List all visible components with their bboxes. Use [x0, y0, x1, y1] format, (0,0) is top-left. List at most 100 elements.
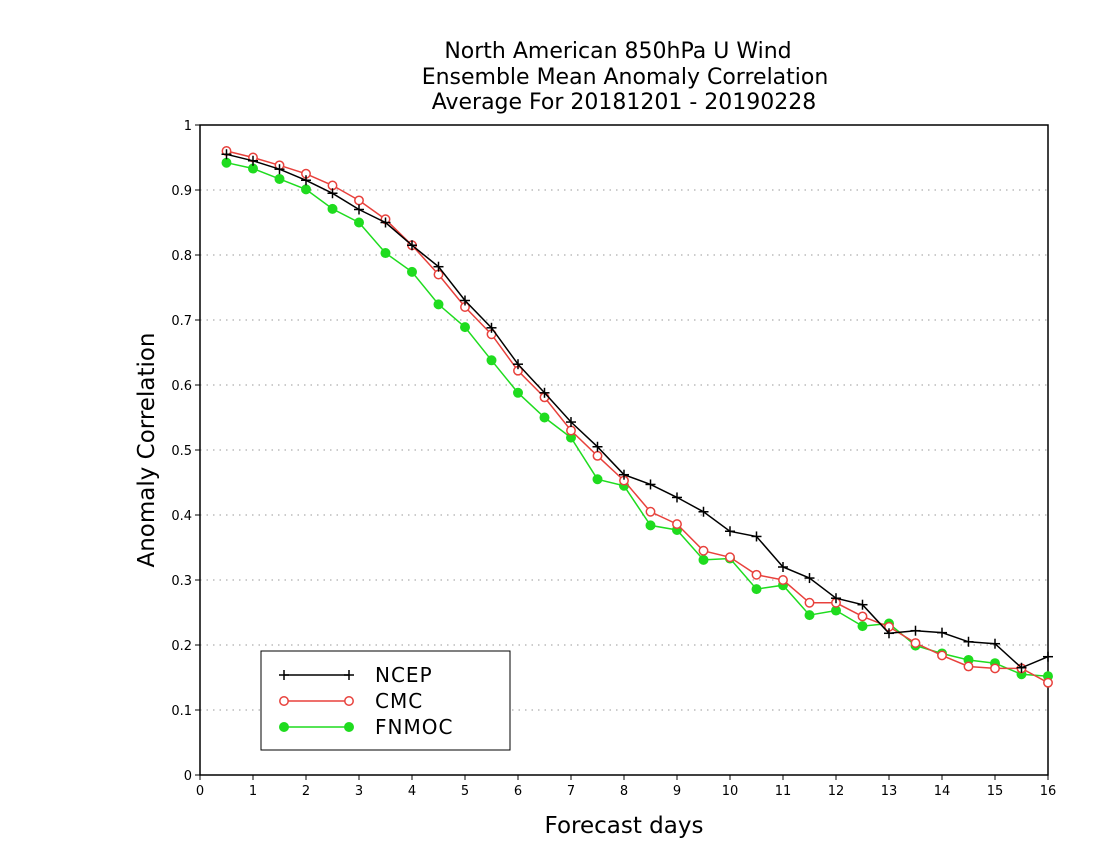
legend-marker: [279, 670, 289, 680]
legend-label-ncep: NCEP: [375, 663, 433, 687]
x-tick-label: 11: [775, 784, 792, 799]
y-tick-label: 0.1: [171, 704, 192, 719]
data-point-cmc: [751, 569, 762, 580]
data-point-fnmoc: [698, 554, 709, 565]
data-point-ncep: [1016, 662, 1027, 673]
legend-marker: [279, 722, 289, 732]
data-point-ncep: [672, 492, 682, 503]
series-fnmoc: [221, 157, 1053, 682]
data-point-fnmoc: [592, 474, 603, 485]
data-point-ncep: [592, 441, 603, 452]
data-point-fnmoc: [433, 299, 444, 310]
y-tick-label: 1: [184, 119, 192, 134]
data-point-cmc: [592, 450, 603, 461]
x-axis-title: Forecast days: [545, 813, 704, 839]
x-tick-label: 1: [249, 784, 257, 799]
data-point-ncep: [645, 479, 656, 490]
data-point-fnmoc: [513, 387, 523, 398]
data-point-fnmoc: [486, 355, 497, 366]
data-point-cmc: [645, 506, 656, 517]
y-tick-label: 0.3: [171, 574, 192, 589]
x-tick-label: 12: [828, 784, 845, 799]
x-tick-label: 2: [302, 784, 310, 799]
legend-marker: [344, 722, 354, 732]
data-point-ncep: [460, 295, 470, 306]
grid-lines: [200, 189, 1048, 711]
y-tick-label: 0.8: [171, 249, 192, 264]
data-point-ncep: [354, 204, 364, 215]
legend-marker: [344, 696, 354, 706]
y-tick-label: 0.9: [171, 184, 192, 199]
data-point-fnmoc: [274, 173, 285, 184]
data-point-cmc: [963, 661, 974, 672]
y-tick-label: 0.5: [171, 444, 192, 459]
data-point-ncep: [725, 526, 735, 537]
data-point-cmc: [937, 650, 947, 661]
legend-item-cmc: CMC: [279, 689, 422, 713]
data-point-fnmoc: [460, 322, 470, 333]
data-point-ncep: [486, 322, 497, 333]
data-point-cmc: [910, 638, 921, 648]
y-axis-title: Anomaly Correlation: [134, 332, 160, 567]
data-point-ncep: [407, 240, 417, 251]
data-point-cmc: [725, 552, 735, 563]
data-point-ncep: [301, 175, 311, 186]
x-tick-label: 3: [355, 784, 363, 799]
data-point-cmc: [778, 575, 788, 585]
x-tick-label: 5: [461, 784, 469, 799]
data-point-fnmoc: [380, 248, 391, 259]
x-tick-label: 4: [408, 784, 416, 799]
legend-item-ncep: NCEP: [279, 663, 433, 687]
data-point-cmc: [804, 597, 815, 608]
chart-title-line-2: Ensemble Mean Anomaly Correlation: [422, 65, 829, 90]
data-point-ncep: [513, 359, 523, 370]
data-point-ncep: [751, 531, 762, 542]
data-point-ncep: [804, 573, 815, 584]
data-point-ncep: [990, 638, 1000, 649]
x-tick-label: 9: [673, 784, 681, 799]
data-point-cmc: [1043, 677, 1053, 688]
data-point-ncep: [619, 469, 629, 480]
data-point-cmc: [990, 663, 1000, 674]
data-point-ncep: [380, 217, 391, 228]
data-point-ncep: [566, 417, 576, 428]
series-line-fnmoc: [226, 161, 1049, 677]
data-point-ncep: [327, 188, 338, 199]
series-ncep: [221, 149, 1053, 673]
x-tick-label: 8: [620, 784, 628, 799]
data-point-ncep: [539, 387, 550, 398]
data-point-ncep: [433, 261, 444, 272]
x-tick-label: 7: [567, 784, 575, 799]
data-point-cmc: [354, 195, 364, 206]
data-point-ncep: [884, 628, 894, 639]
series-cmc: [221, 146, 1053, 688]
data-point-ncep: [963, 636, 974, 647]
legend-marker: [344, 670, 354, 680]
data-point-fnmoc: [221, 157, 232, 168]
x-tick-label: 15: [987, 784, 1004, 799]
series-line-ncep: [226, 153, 1049, 669]
x-tick-label: 0: [196, 784, 204, 799]
data-point-ncep: [831, 593, 841, 604]
x-tick-label: 16: [1040, 784, 1057, 799]
axis-ticks: 00.10.20.30.40.50.60.70.80.910 1 2 3 4 5 6 7 8 9 1…: [171, 119, 1056, 799]
legend-label-fnmoc: FNMOC: [375, 715, 453, 739]
x-tick-label: 14: [934, 784, 951, 799]
data-point-ncep: [910, 625, 921, 636]
data-point-fnmoc: [804, 610, 815, 621]
data-point-cmc: [698, 545, 709, 556]
data-point-cmc: [672, 519, 682, 530]
data-point-fnmoc: [539, 412, 550, 423]
data-point-cmc: [566, 425, 576, 436]
x-tick-label: 6: [514, 784, 522, 799]
chart-title-line-1: North American 850hPa U Wind: [444, 39, 791, 64]
data-point-ncep: [857, 599, 868, 610]
data-point-ncep: [221, 149, 232, 160]
data-point-cmc: [857, 611, 868, 622]
data-point-ncep: [698, 506, 709, 517]
y-tick-label: 0.7: [171, 314, 192, 329]
data-point-ncep: [1043, 651, 1053, 662]
x-tick-label: 10: [722, 784, 739, 799]
